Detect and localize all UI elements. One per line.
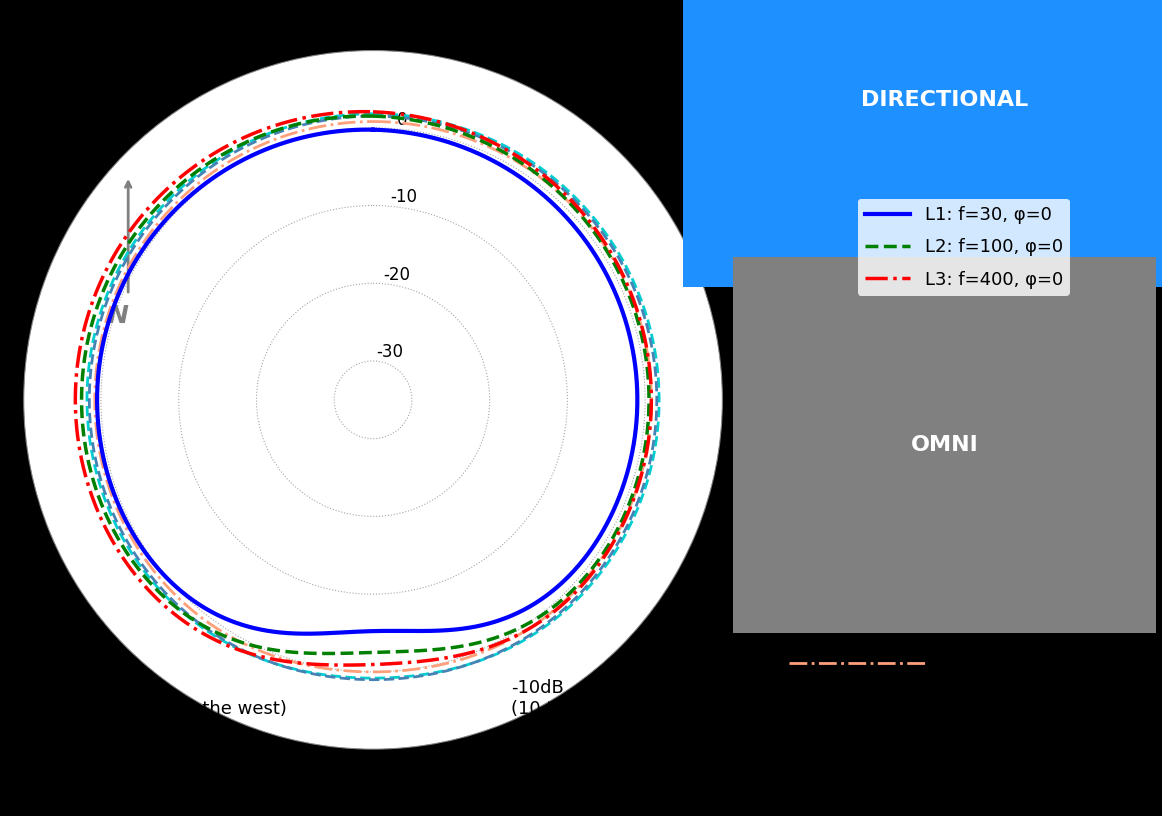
Text: + 3dB,
(2 times more to the west): + 3dB, (2 times more to the west) — [46, 679, 287, 718]
Text: N: N — [107, 304, 128, 328]
Legend: L1: f=30, φ=0, L2: f=100, φ=0, L3: f=400, φ=0: L1: f=30, φ=0, L2: f=100, φ=0, L3: f=400… — [858, 198, 1070, 296]
Text: OMNI: OMNI — [911, 435, 978, 455]
Text: 10 dBi: 10 dBi — [338, 0, 408, 19]
Text: DIRECTIONAL: DIRECTIONAL — [861, 90, 1028, 109]
Text: -10dB
(10 times l...: -10dB (10 times l... — [511, 679, 625, 718]
